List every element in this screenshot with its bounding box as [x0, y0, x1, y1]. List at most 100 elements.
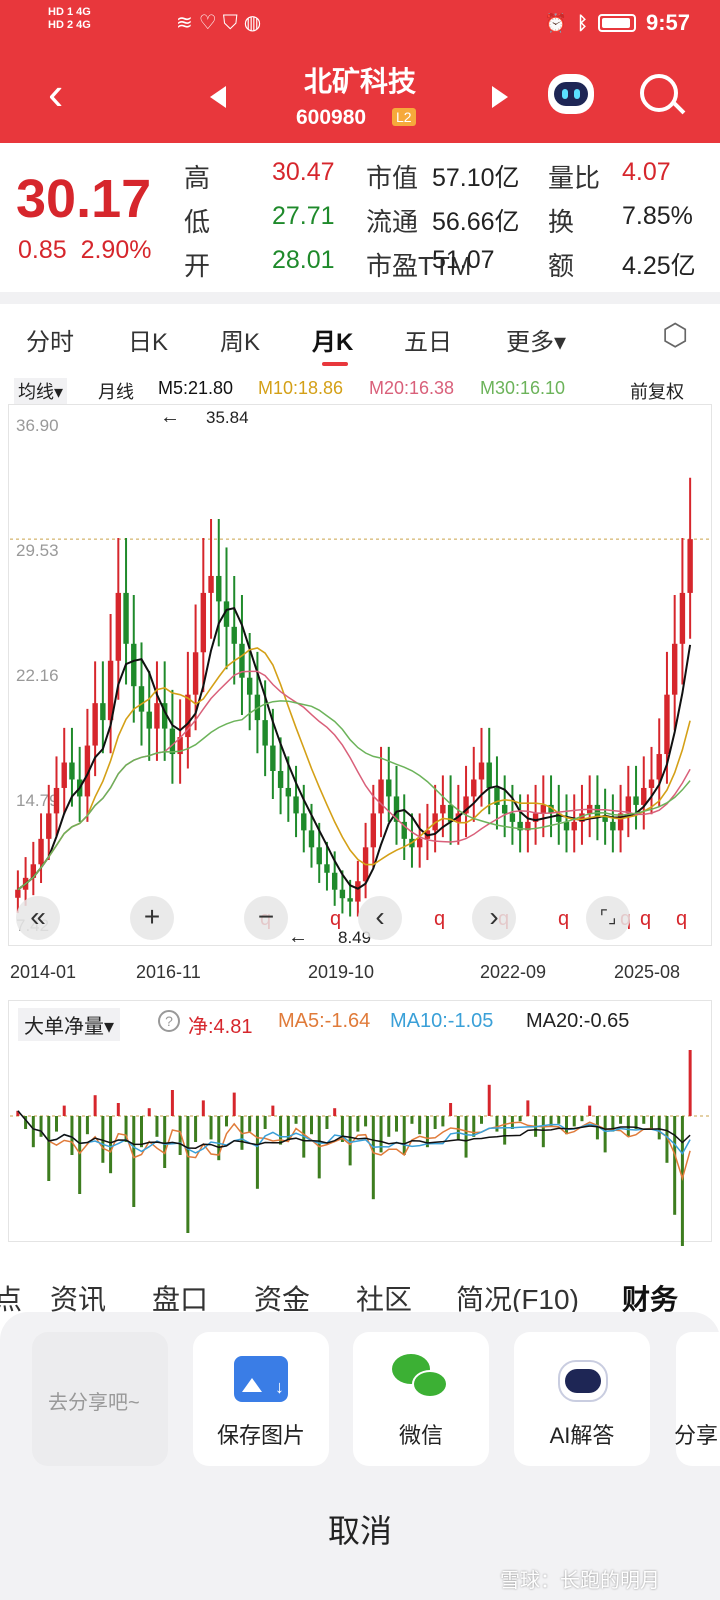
candle-body: [169, 728, 176, 755]
min-arrow: ←: [288, 926, 308, 945]
flow-bar: [70, 1116, 74, 1155]
flow-bar: [619, 1116, 623, 1124]
flow-bar: [364, 1116, 368, 1127]
zoom-out-button[interactable]: −: [244, 896, 288, 940]
candle-body: [146, 711, 152, 729]
scroll-left-button[interactable]: ‹: [358, 896, 402, 940]
next-stock-icon[interactable]: [492, 86, 508, 108]
quote-value: 56.66亿: [432, 208, 520, 236]
candle-body: [69, 762, 75, 780]
zoom-in-button[interactable]: +: [130, 896, 174, 940]
flow-bar: [294, 1116, 298, 1124]
zoom-out-all-button[interactable]: «: [16, 896, 60, 940]
candle-body: [200, 592, 207, 653]
bottom-tab-profile[interactable]: 简况(F10): [456, 1284, 579, 1315]
wifi-icon: ≋: [176, 12, 199, 34]
tab-5[interactable]: 更多▾: [506, 329, 567, 356]
y-tick-label: 22.16: [16, 666, 59, 685]
candle-body: [285, 787, 292, 797]
max-arrow: ←: [160, 406, 180, 428]
back-arrow-icon[interactable]: ‹: [48, 67, 64, 119]
stock-name: 北矿科技: [303, 66, 416, 97]
candle-body: [138, 686, 145, 712]
candle-body: [30, 864, 37, 878]
flow-ma10: MA10:-1.05: [390, 1010, 494, 1032]
candle-body: [84, 745, 91, 797]
candle-body: [656, 754, 662, 780]
wechat-button[interactable]: [353, 1332, 489, 1466]
tab-2[interactable]: 周K: [220, 329, 261, 356]
candle-body: [100, 703, 106, 721]
bottom-tab-community[interactable]: 社区: [356, 1284, 413, 1315]
flow-chart[interactable]: [10, 1050, 710, 1250]
status-right: ⏰ ᛒ 9:57: [545, 10, 690, 36]
quote-value: 4.25亿: [622, 252, 696, 280]
flow-indicator-select[interactable]: 大单净量▾: [18, 1008, 121, 1041]
search-icon[interactable]: [640, 74, 678, 112]
quote-value: 28.01: [272, 246, 335, 274]
wechat-icon: [392, 1354, 450, 1404]
flow-bar: [472, 1116, 476, 1137]
x-tick: 2014-01: [10, 962, 77, 982]
flow-bar: [232, 1092, 236, 1116]
flow-bar: [24, 1116, 28, 1129]
flow-bar: [503, 1116, 507, 1145]
candle-body: [378, 779, 384, 814]
prev-stock-icon[interactable]: [210, 86, 226, 108]
tab-1[interactable]: 日K: [128, 329, 169, 356]
flow-bar: [464, 1116, 468, 1158]
sim1-signal: HD 1 4G: [48, 6, 91, 18]
bottom-tab-news[interactable]: 资讯: [50, 1284, 107, 1315]
candle-body: [610, 821, 616, 831]
clock: 9:57: [645, 10, 690, 35]
candle-body: [331, 872, 338, 890]
candle-body: [131, 643, 137, 687]
x-tick: 2022-09: [480, 962, 547, 982]
change-value: 0.85: [18, 236, 67, 264]
status-icons: ≋♡⛉◍: [176, 10, 267, 35]
divider: [0, 292, 720, 304]
candle-body: [509, 813, 516, 822]
cancel-button[interactable]: 取消: [327, 1513, 392, 1549]
settings-hexagon-icon[interactable]: ⬡: [662, 319, 689, 352]
share-more-button[interactable]: [676, 1332, 720, 1466]
bluetooth-icon: ᛒ: [577, 12, 588, 33]
kline-frame: [8, 404, 712, 946]
flow-bar: [588, 1105, 592, 1116]
quote-label: 换: [548, 207, 575, 237]
bottom-tab-partial[interactable]: 点: [0, 1284, 23, 1315]
flow-bar: [109, 1116, 113, 1174]
bottom-tab-orderbook[interactable]: 盘口: [152, 1284, 209, 1315]
max-price-label: 35.84: [206, 408, 249, 427]
stock-code: 600980: [296, 106, 367, 129]
ma30-value: M30:16.10: [480, 378, 566, 398]
level2-badge: L2: [392, 108, 416, 126]
quote-label: 流通: [366, 207, 419, 237]
fullscreen-button[interactable]: ⌜⌟: [586, 896, 630, 940]
bottom-tab-capital[interactable]: 资金: [254, 1284, 311, 1315]
candle-body: [641, 787, 647, 805]
scroll-right-button[interactable]: ›: [472, 896, 516, 940]
bottom-tab-finance[interactable]: 财务: [622, 1284, 679, 1315]
help-icon[interactable]: ?: [158, 1010, 180, 1032]
flow-bar: [286, 1116, 290, 1140]
candle-body: [563, 821, 570, 831]
ai-robot-icon[interactable]: [548, 74, 594, 114]
flow-bar: [140, 1116, 143, 1148]
candle-body: [393, 796, 400, 822]
flow-bar: [85, 1116, 89, 1135]
kline-chart[interactable]: 36.9029.5322.1614.797.4235.84←8.49←qqqqq…: [10, 405, 710, 945]
indicator-select[interactable]: 均线▾: [14, 378, 68, 404]
flow-bar: [657, 1116, 661, 1140]
flow-bar: [418, 1116, 422, 1135]
tab-0[interactable]: 分时: [26, 329, 74, 356]
tab-3[interactable]: 月K: [312, 329, 354, 356]
adjust-mode[interactable]: 前复权: [630, 382, 684, 402]
tab-4[interactable]: 五日: [404, 329, 452, 356]
flow-bar: [541, 1116, 545, 1148]
flow-ma5-line: [17, 1110, 691, 1182]
flow-bar: [433, 1116, 437, 1129]
quote-value: 27.71: [272, 202, 335, 230]
candle-body: [579, 813, 585, 822]
flow-bar: [333, 1108, 337, 1116]
